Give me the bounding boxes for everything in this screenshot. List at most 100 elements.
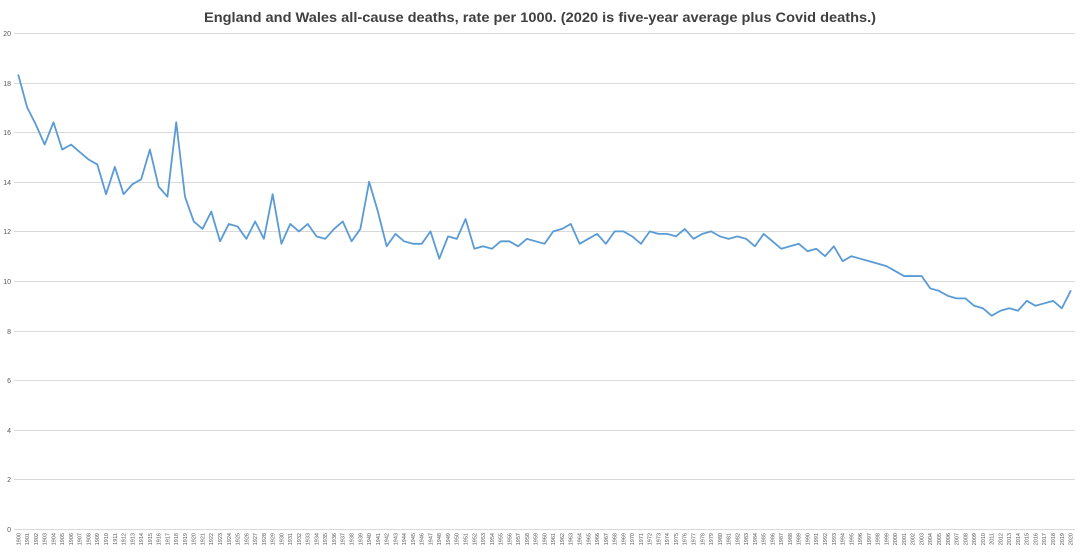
data-point-1921: [200, 226, 205, 231]
data-point-1951: [463, 217, 468, 222]
x-tick-label-1985: 1985: [762, 533, 768, 545]
data-point-1939: [358, 226, 363, 231]
data-point-1933: [305, 221, 310, 226]
data-point-1906: [69, 142, 74, 147]
x-tick-label-1922: 1922: [209, 533, 215, 545]
x-tick-label-1947: 1947: [428, 533, 434, 545]
data-point-1942: [384, 244, 389, 249]
data-point-1930: [279, 241, 284, 246]
x-tick-label-1910: 1910: [104, 533, 110, 545]
x-tick-label-1907: 1907: [78, 533, 84, 545]
data-point-1935: [323, 236, 328, 241]
x-tick-label-1983: 1983: [744, 533, 750, 545]
data-point-2009: [972, 303, 977, 308]
x-tick-label-1911: 1911: [113, 533, 119, 545]
x-tick-label-1980: 1980: [718, 533, 724, 545]
x-tick-label-1902: 1902: [34, 533, 40, 545]
data-point-1909: [95, 162, 100, 167]
data-point-1929: [270, 192, 275, 197]
data-point-1982: [735, 234, 740, 239]
data-point-1908: [86, 157, 91, 162]
x-tick-label-1952: 1952: [472, 533, 478, 545]
data-point-1948: [437, 256, 442, 261]
data-point-2000: [893, 269, 898, 274]
data-point-1920: [191, 219, 196, 224]
x-tick-label-1960: 1960: [542, 533, 548, 545]
data-point-1994: [840, 259, 845, 264]
data-point-1949: [446, 234, 451, 239]
y-tick-label-4: 4: [7, 428, 11, 435]
x-tick-label-2020: 2020: [1069, 533, 1075, 545]
data-point-2010: [980, 306, 985, 311]
y-tick-label-14: 14: [3, 180, 11, 187]
data-point-1953: [481, 244, 486, 249]
x-tick-label-1967: 1967: [604, 533, 610, 545]
x-tick-label-1962: 1962: [560, 533, 566, 545]
data-point-1983: [744, 236, 749, 241]
data-point-1976: [682, 226, 687, 231]
x-tick-label-1921: 1921: [200, 533, 206, 545]
x-tick-label-1977: 1977: [691, 533, 697, 545]
x-tick-label-2009: 2009: [972, 533, 978, 545]
y-tick-label-20: 20: [3, 31, 11, 38]
x-tick-label-1957: 1957: [516, 533, 522, 545]
x-tick-label-1987: 1987: [779, 533, 785, 545]
x-tick-label-1909: 1909: [95, 533, 101, 545]
data-point-2019: [1059, 306, 1064, 311]
data-point-1961: [551, 229, 556, 234]
data-point-1996: [858, 256, 863, 261]
data-point-1932: [296, 229, 301, 234]
x-tick-label-1938: 1938: [350, 533, 356, 545]
x-tick-label-1941: 1941: [376, 533, 382, 545]
x-axis-labels: 1900 1901 1902 1903 1904 1905 1906 1907 1908 1909…: [16, 533, 1074, 545]
data-point-1989: [796, 241, 801, 246]
data-point-2012: [998, 308, 1003, 313]
y-tick-label-8: 8: [7, 329, 11, 336]
x-tick-label-1936: 1936: [332, 533, 338, 545]
x-tick-label-1970: 1970: [630, 533, 636, 545]
x-tick-label-1942: 1942: [385, 533, 391, 545]
data-point-1926: [244, 236, 249, 241]
data-point-1985: [761, 231, 766, 236]
x-tick-label-1965: 1965: [586, 533, 592, 545]
x-tick-label-1937: 1937: [341, 533, 347, 545]
data-point-1943: [393, 231, 398, 236]
data-point-1938: [349, 239, 354, 244]
x-tick-label-1971: 1971: [639, 533, 645, 545]
data-point-1955: [498, 239, 503, 244]
data-point-1947: [428, 229, 433, 234]
series-group: [17, 74, 1072, 317]
x-tick-label-1908: 1908: [86, 533, 92, 545]
data-point-1915: [147, 147, 152, 152]
x-tick-label-1986: 1986: [770, 533, 776, 545]
x-tick-label-1920: 1920: [192, 533, 198, 545]
x-tick-label-1916: 1916: [157, 533, 163, 545]
data-point-1900: [16, 73, 21, 78]
data-point-1907: [77, 150, 82, 155]
x-tick-label-1949: 1949: [446, 533, 452, 545]
x-tick-label-2013: 2013: [1007, 533, 1013, 545]
x-tick-label-1932: 1932: [297, 533, 303, 545]
data-point-1922: [209, 209, 214, 214]
x-tick-label-2006: 2006: [946, 533, 952, 545]
x-tick-label-1961: 1961: [551, 533, 557, 545]
data-point-1910: [104, 192, 109, 197]
x-tick-label-1990: 1990: [805, 533, 811, 545]
x-tick-label-1946: 1946: [420, 533, 426, 545]
data-point-1941: [375, 209, 380, 214]
data-point-1998: [875, 261, 880, 266]
x-tick-label-1900: 1900: [16, 533, 22, 545]
x-tick-label-1905: 1905: [60, 533, 66, 545]
data-point-1990: [805, 249, 810, 254]
x-tick-label-1968: 1968: [613, 533, 619, 545]
x-tick-label-2002: 2002: [911, 533, 917, 545]
data-point-2016: [1033, 303, 1038, 308]
x-tick-label-1945: 1945: [411, 533, 417, 545]
data-point-1968: [612, 229, 617, 234]
data-point-1950: [454, 236, 459, 241]
data-point-1916: [156, 184, 161, 189]
x-tick-label-1979: 1979: [709, 533, 715, 545]
x-tick-label-1954: 1954: [490, 533, 496, 545]
data-point-1911: [112, 164, 117, 169]
data-point-1946: [419, 241, 424, 246]
